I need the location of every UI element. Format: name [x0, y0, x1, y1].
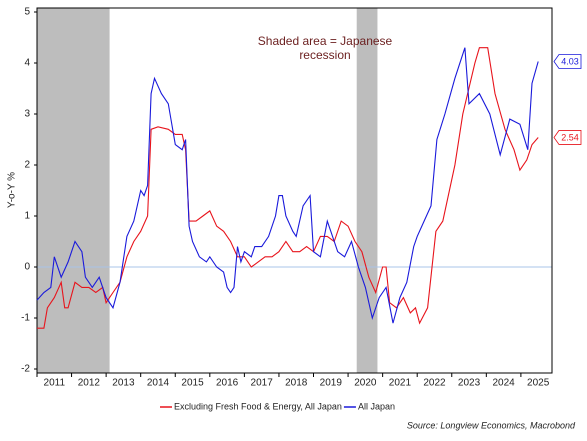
- x-tick-label: 2011: [44, 378, 66, 389]
- y-axis-label: Y-o-Y %: [7, 172, 18, 208]
- legend-label: Excluding Fresh Food & Energy, All Japan: [174, 401, 342, 411]
- x-tick-label: 2019: [320, 378, 343, 389]
- y-tick-label: 1: [24, 211, 30, 222]
- recession-shade: [356, 8, 378, 373]
- x-tick-label: 2021: [389, 378, 412, 389]
- y-tick-label: -1: [21, 313, 30, 324]
- series-line: [36, 47, 539, 324]
- end-label: 4.03: [561, 56, 579, 66]
- series-line: [37, 47, 539, 329]
- x-tick-label: 2013: [112, 378, 135, 389]
- end-label-box: [553, 130, 582, 145]
- x-tick-label: 2025: [527, 378, 550, 389]
- y-tick-label: 0: [24, 262, 30, 273]
- end-label-box: [553, 54, 582, 69]
- annotation: Shaded area = Japanese: [258, 34, 393, 48]
- x-tick-label: 2020: [354, 378, 377, 389]
- y-tick-label: -2: [21, 364, 30, 375]
- y-tick-label: 4: [24, 58, 30, 69]
- y-tick-label: 3: [24, 109, 30, 120]
- x-tick-label: 2018: [285, 378, 308, 389]
- x-tick-label: 2012: [78, 378, 101, 389]
- plot-frame: [36, 7, 553, 374]
- x-tick-label: 2015: [181, 378, 204, 389]
- legend-label: All Japan: [358, 401, 395, 411]
- annotation: recession: [299, 48, 350, 62]
- end-label: 2.54: [561, 132, 579, 142]
- x-tick-label: 2023: [458, 378, 481, 389]
- source: Source: Longview Economics, Macrobond: [407, 420, 576, 430]
- x-tick-label: 2017: [251, 378, 274, 389]
- y-tick-label: 2: [24, 160, 30, 171]
- y-tick-label: 5: [24, 7, 30, 18]
- recession-shade: [37, 8, 110, 373]
- x-tick-label: 2024: [492, 378, 515, 389]
- x-tick-label: 2022: [423, 378, 446, 389]
- x-tick-label: 2014: [147, 378, 170, 389]
- x-tick-label: 2016: [216, 378, 239, 389]
